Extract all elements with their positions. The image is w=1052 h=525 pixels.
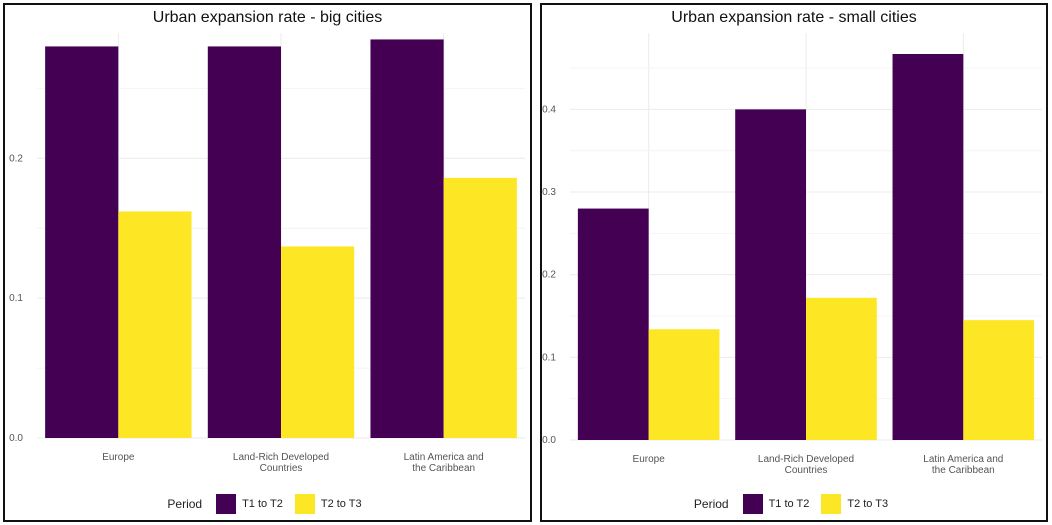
- y-tick-label: 0.3: [542, 187, 556, 198]
- bar-t2-to-t3-land-rich-developed-countries: [281, 246, 355, 438]
- legend-title: Period: [167, 497, 203, 511]
- y-tick-label: 0.1: [9, 293, 23, 304]
- legend-swatch-t2-t3: [821, 494, 842, 514]
- legend-item-t1-t2: T1 to T2: [216, 494, 283, 514]
- x-tick-label-line: Latin America and: [923, 454, 1003, 465]
- x-tick-label: Latin America and the Caribbean: [404, 452, 484, 474]
- bar-t1-to-t2-land-rich-developed-countries: [735, 109, 806, 441]
- legend-item-t2-t3: T2 to T3: [294, 494, 362, 514]
- y-tick-label: 0.0: [542, 435, 556, 446]
- x-tick-label-line: Land-Rich Developed: [758, 454, 854, 465]
- legend: Period T1 to T2 T2 to T3: [542, 494, 1046, 514]
- legend: Period T1 to T2 T2 to T3: [5, 494, 530, 514]
- x-tick-label-line: Latin America and: [404, 452, 484, 463]
- y-tick-label: 0.1: [542, 352, 556, 363]
- legend-label-t2-t3: T2 to T3: [847, 498, 889, 510]
- bar-t1-to-t2-land-rich-developed-countries: [207, 46, 281, 438]
- legend-swatch-t2-t3: [294, 494, 315, 514]
- x-tick-label: Land-Rich Developed Countries: [758, 454, 854, 476]
- legend-swatch-t1-t2: [742, 494, 763, 514]
- bar-t2-to-t3-land-rich-developed-countries: [806, 297, 877, 440]
- y-tick-label: 0.4: [542, 104, 556, 115]
- x-tick-label-line: Europe: [102, 452, 135, 463]
- bar-t2-to-t3-latin-america-and-the-caribbean: [443, 177, 517, 438]
- bar-t2-to-t3-latin-america-and-the-caribbean: [963, 320, 1035, 440]
- chart-title: Urban expansion rate - small cities: [671, 9, 917, 26]
- bar-t1-to-t2-europe: [45, 46, 119, 438]
- x-tick-label: Latin America and the Caribbean: [923, 454, 1003, 476]
- x-tick-label: Land-Rich Developed Countries: [233, 452, 329, 474]
- x-tick-label: Europe: [633, 454, 666, 465]
- x-tick-label: Europe: [102, 452, 135, 463]
- y-tick-label: 0.0: [9, 433, 23, 444]
- legend-item-t2-t3: T2 to T3: [821, 494, 888, 514]
- y-tick-label: 0.2: [542, 270, 556, 281]
- chart-title: Urban expansion rate - big cities: [152, 9, 383, 26]
- x-tick-label-line: Countries: [785, 465, 828, 476]
- y-tick-label: 0.2: [9, 153, 23, 164]
- legend-title: Period: [693, 497, 729, 511]
- legend-item-t1-t2: T1 to T2: [742, 494, 810, 514]
- legend-label-t1-t2: T1 to T2: [768, 498, 810, 510]
- chart-panel-big-cities: 0.0 0.1 0.2 Europe Land-Rich Developed Countr…: [3, 3, 532, 522]
- x-tick-label-line: the Caribbean: [412, 463, 475, 474]
- x-tick-label-line: Countries: [260, 463, 303, 474]
- chart-plot-big-cities: 0.0 0.1 0.2 Europe Land-Rich Developed Countr…: [9, 33, 525, 474]
- chart-panel-small-cities: 0.0 0.1 0.2 0.3 0.4 Europe Land-Rich Developed…: [540, 3, 1048, 522]
- legend-swatch-t1-t2: [216, 494, 237, 514]
- x-tick-label-line: the Caribbean: [932, 465, 995, 476]
- x-tick-label-line: Land-Rich Developed: [233, 452, 329, 463]
- chart-plot-small-cities: 0.0 0.1 0.2 0.3 0.4 Europe Land-Rich Developed…: [542, 33, 1042, 476]
- bar-t1-to-t2-europe: [577, 208, 649, 440]
- bar-t2-to-t3-europe: [648, 329, 720, 440]
- bar-t1-to-t2-latin-america-and-the-caribbean: [370, 39, 444, 438]
- bar-t2-to-t3-europe: [118, 211, 192, 438]
- legend-label-t1-t2: T1 to T2: [242, 498, 283, 510]
- bar-t1-to-t2-latin-america-and-the-caribbean: [892, 53, 964, 440]
- x-tick-label-line: Europe: [633, 454, 666, 465]
- legend-label-t2-t3: T2 to T3: [320, 498, 362, 510]
